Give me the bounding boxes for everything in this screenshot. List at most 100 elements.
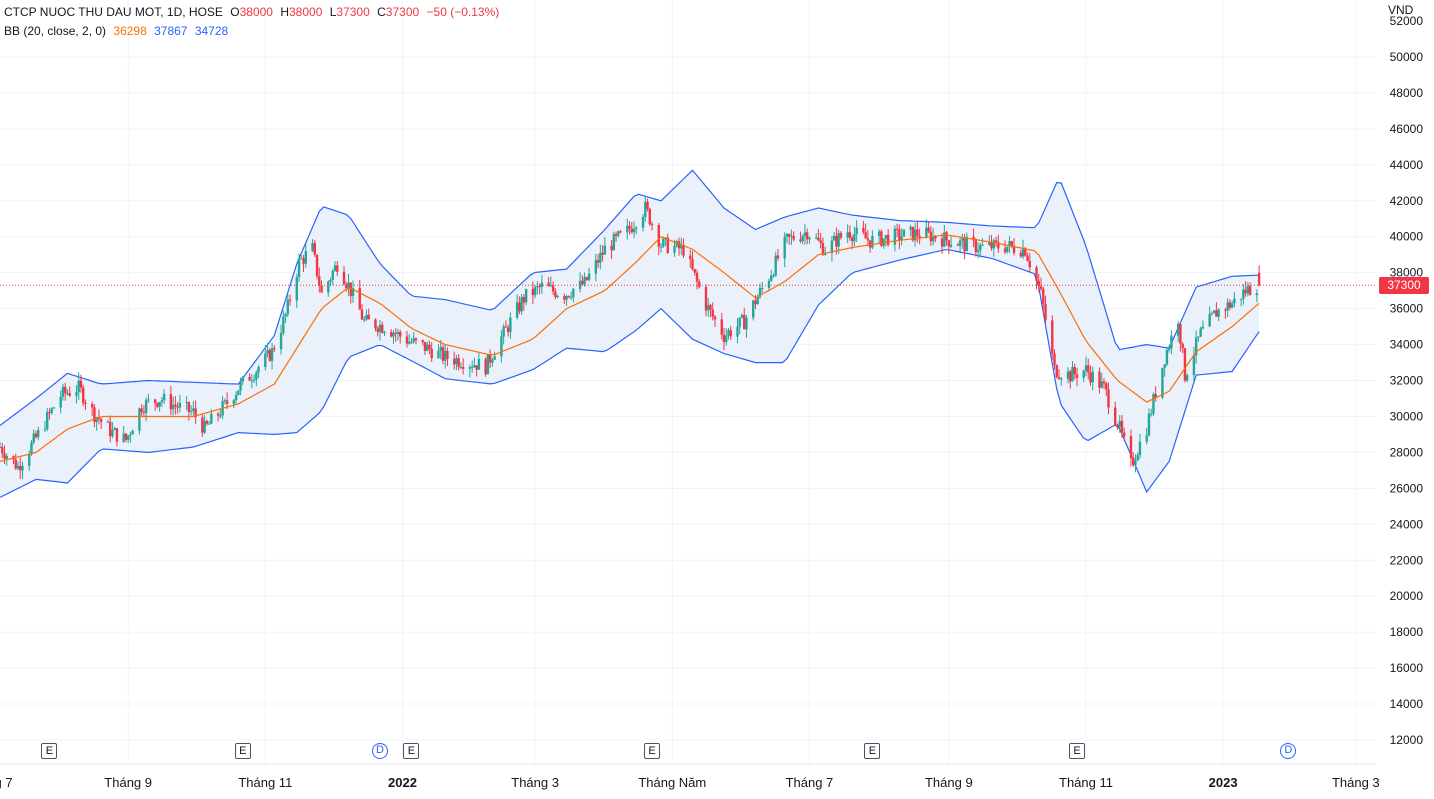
candle <box>304 242 307 268</box>
earnings-marker[interactable]: E <box>403 743 420 759</box>
dividend-marker[interactable]: D <box>1280 743 1297 759</box>
candle <box>518 296 521 314</box>
candle-body <box>1057 376 1061 379</box>
candle-body <box>468 367 472 369</box>
candle-body <box>455 358 458 365</box>
candle-body <box>205 420 209 424</box>
candle <box>972 228 975 248</box>
candle-body <box>1037 280 1040 287</box>
candle <box>1239 298 1243 307</box>
earnings-marker[interactable]: E <box>41 743 58 759</box>
candle <box>81 384 85 407</box>
candle-body <box>304 251 307 264</box>
candle <box>614 231 618 242</box>
candle-body <box>14 459 17 469</box>
candle-body <box>192 408 195 412</box>
candle-body <box>713 316 717 320</box>
candle-body <box>524 288 528 303</box>
earnings-marker[interactable]: E <box>234 743 251 759</box>
candle <box>1105 381 1108 396</box>
candle-body <box>34 433 38 438</box>
candle <box>848 225 852 241</box>
candle <box>486 354 490 375</box>
candle-body <box>603 245 607 255</box>
candle <box>801 234 804 245</box>
candle <box>396 328 400 341</box>
candle-body <box>1102 381 1106 384</box>
candle <box>315 254 319 280</box>
candle <box>785 232 789 244</box>
candle-body <box>342 271 346 285</box>
candle-body <box>81 387 85 403</box>
time-axis[interactable]: Tháng 7 Tháng 9 Tháng 11 2022 Tháng 3 Tháng N… <box>0 763 1380 790</box>
candle-body <box>75 392 78 396</box>
candle <box>648 207 651 226</box>
candle <box>0 441 2 449</box>
candle-body <box>3 453 6 459</box>
candle <box>488 349 492 369</box>
candle-body <box>232 400 236 404</box>
candle-body <box>302 258 305 264</box>
candle <box>895 223 899 238</box>
indicator-name[interactable]: BB (20, close, 2, 0) <box>4 24 107 38</box>
candle <box>601 245 604 262</box>
symbol-title[interactable]: CTCP NUOC THU DAU MOT, 1D, HOSE <box>4 5 223 19</box>
current-price-tag: 37300 <box>1379 277 1429 294</box>
candle <box>1226 298 1229 317</box>
candle-body <box>374 319 377 329</box>
candle-body <box>1217 309 1220 317</box>
candle-body <box>893 228 897 245</box>
candle-body <box>988 242 991 245</box>
earnings-marker[interactable]: E <box>864 743 881 759</box>
candle <box>1069 369 1072 389</box>
dividend-marker[interactable]: D <box>371 743 388 759</box>
candle-body <box>1 447 4 454</box>
candle-body <box>367 314 370 320</box>
candle <box>313 239 316 257</box>
candle-body <box>30 442 33 455</box>
candle-body <box>1224 309 1227 311</box>
candle <box>1147 408 1151 437</box>
candle-body <box>504 326 508 328</box>
candle <box>140 404 143 416</box>
candle-body <box>925 227 928 238</box>
y-tick-label: 18000 <box>1390 625 1424 639</box>
earnings-marker[interactable]: E <box>644 743 661 759</box>
candle <box>774 251 777 277</box>
x-tick-label: Tháng 7 <box>0 775 13 790</box>
candle-body <box>585 277 589 280</box>
candle <box>1008 235 1011 253</box>
candle-body <box>837 233 840 247</box>
candle-body <box>1055 365 1058 377</box>
candle <box>207 420 211 425</box>
candle-body <box>949 244 953 247</box>
candle-body <box>740 314 744 318</box>
candle-body <box>1147 413 1151 436</box>
candle-body <box>538 286 541 288</box>
candle-body <box>610 245 613 251</box>
candle-body <box>1145 435 1148 442</box>
candle <box>884 234 888 247</box>
candle-body <box>770 275 773 281</box>
candle <box>452 351 456 370</box>
candle <box>201 414 204 437</box>
candle-body <box>320 285 323 293</box>
candle <box>1179 323 1182 352</box>
candle <box>1230 300 1234 309</box>
candle-body <box>1071 367 1074 382</box>
candle-body <box>144 400 148 413</box>
y-tick-label: 24000 <box>1390 517 1424 531</box>
candle <box>1181 342 1184 354</box>
candle <box>273 345 276 352</box>
earnings-marker[interactable]: E <box>1068 743 1085 759</box>
candle-body <box>412 338 415 342</box>
bollinger-basis-line <box>0 234 1260 462</box>
candle-body <box>853 234 856 242</box>
candle <box>913 222 917 247</box>
candle-body <box>1026 255 1029 262</box>
candle <box>248 373 251 381</box>
price-axis[interactable]: 12000 14000 16000 18000 20000 22000 24000 26000… <box>1390 14 1424 747</box>
candle <box>803 224 807 245</box>
candle-body <box>601 252 604 255</box>
